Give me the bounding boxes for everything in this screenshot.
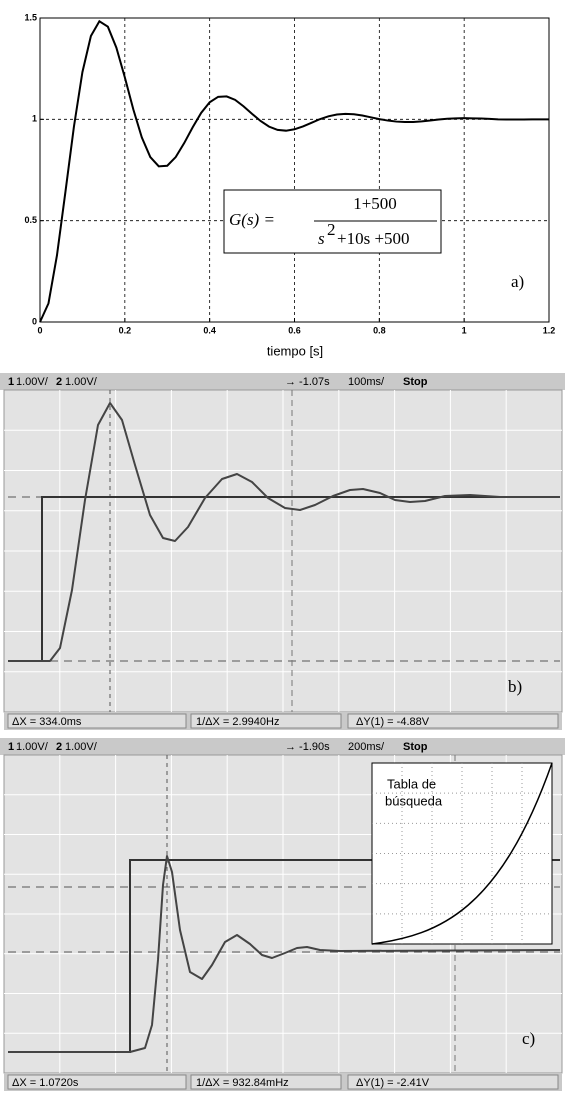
y-tick-label: 1 [32, 114, 37, 124]
x-axis-label: tiempo [s] [267, 343, 323, 358]
readout: ΔY(1) = -2.41V [356, 1077, 430, 1089]
inset-label: Tabla de [387, 776, 436, 791]
panel-label: b) [508, 677, 522, 696]
readout: 1/ΔX = 932.84mHz [196, 1077, 289, 1089]
readout: 1/ΔX = 2.9940Hz [196, 716, 279, 728]
channel-scale: 1.00V/ [65, 376, 98, 388]
channel-scale: 1.00V/ [16, 376, 49, 388]
plot-a: 0 0.2 0.4 0.6 0.8 1 1.2 0 0.5 1 1.5 [24, 12, 555, 335]
timebase: 100ms/ [348, 376, 385, 388]
channel-number: 1 [8, 376, 14, 388]
panel-label: c) [522, 1029, 535, 1048]
scope-b: 1 1.00V/ 2 1.00V/ → -1.07s 100ms/ Stop b… [0, 373, 565, 730]
equation-numerator: 1+500 [353, 194, 397, 213]
page: 0 0.2 0.4 0.6 0.8 1 1.2 0 0.5 1 1.5 tiempo [s] G(s… [0, 0, 565, 1096]
readout: ΔX = 334.0ms [12, 716, 82, 728]
equation-lhs: G(s) = [229, 210, 275, 229]
x-tick-label: 1 [462, 325, 467, 335]
equation-den-rest: +10s +500 [337, 229, 410, 248]
x-tick-label: 0.4 [203, 325, 216, 335]
readout: ΔX = 1.0720s [12, 1077, 79, 1089]
scope-c: 1 1.00V/ 2 1.00V/ → -1.90s 200ms/ Stop T… [0, 738, 565, 1091]
x-tick-label: 0 [37, 325, 42, 335]
y-tick-label: 1.5 [24, 12, 37, 22]
figure: 0 0.2 0.4 0.6 0.8 1 1.2 0 0.5 1 1.5 tiempo [s] G(s… [0, 0, 565, 1091]
x-tick-label: 0.2 [119, 325, 132, 335]
x-tick-label: 0.8 [373, 325, 386, 335]
equation-den-exp: 2 [327, 220, 336, 239]
equation-den-base: s [318, 229, 325, 248]
x-tick-label: 1.2 [543, 325, 556, 335]
panel-label: a) [511, 272, 524, 291]
timebase: 200ms/ [348, 741, 385, 753]
channel-number: 1 [8, 741, 14, 753]
delay: → -1.07s [285, 376, 330, 388]
y-tick-label: 0.5 [24, 215, 37, 225]
delay: → -1.90s [285, 741, 330, 753]
y-tick-label: 0 [32, 316, 37, 326]
channel-number: 2 [56, 376, 62, 388]
channel-scale: 1.00V/ [16, 741, 49, 753]
run-state: Stop [403, 376, 428, 388]
inset-label: búsqueda [385, 793, 443, 808]
channel-number: 2 [56, 741, 62, 753]
run-state: Stop [403, 741, 428, 753]
x-tick-label: 0.6 [288, 325, 301, 335]
readout: ΔY(1) = -4.88V [356, 716, 430, 728]
channel-scale: 1.00V/ [65, 741, 98, 753]
